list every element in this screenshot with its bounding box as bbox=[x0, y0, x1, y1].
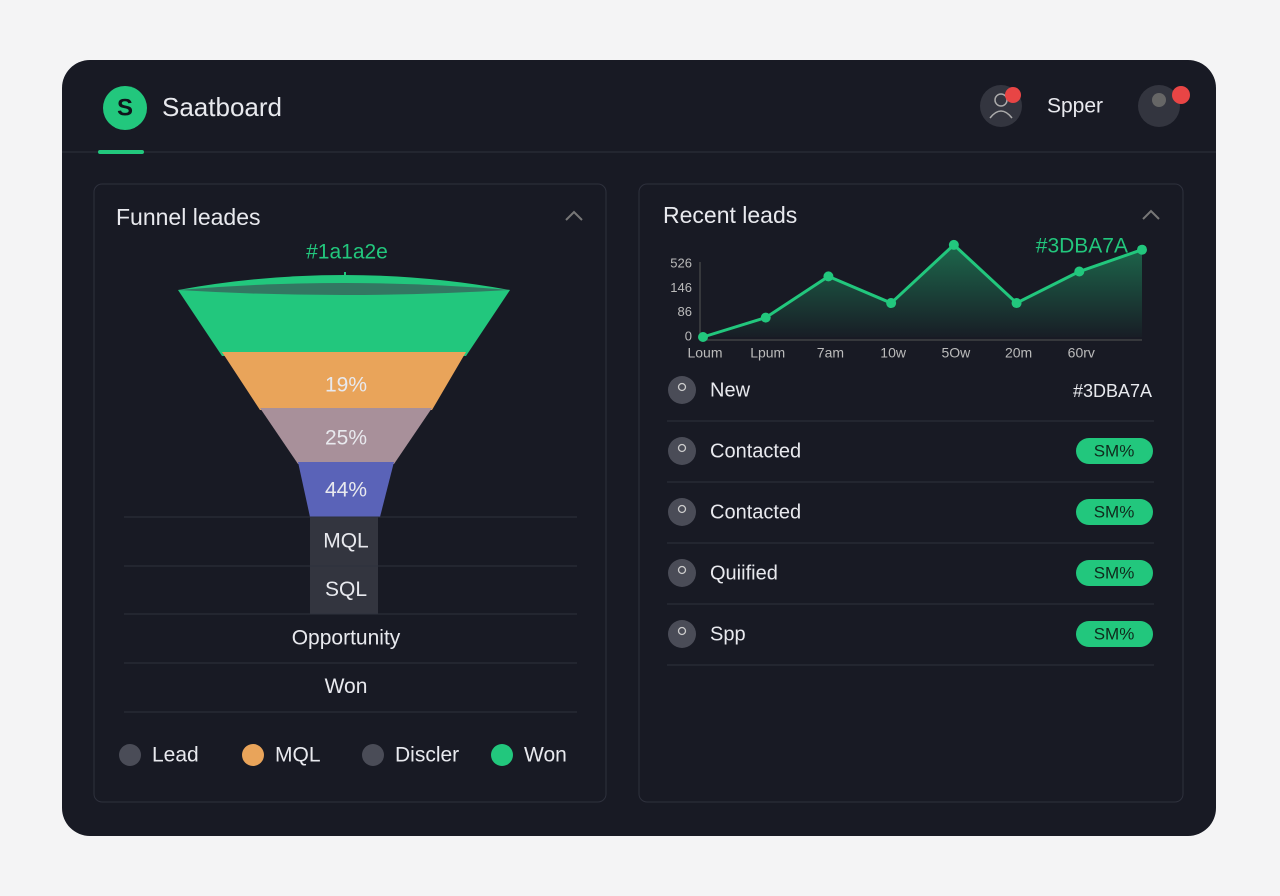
y-tick-label: 146 bbox=[670, 280, 692, 295]
legend-label: Won bbox=[524, 744, 567, 767]
stage-label: MQL bbox=[323, 530, 369, 553]
x-tick-label: Loum bbox=[687, 345, 722, 361]
point bbox=[698, 332, 708, 342]
stage-label: SQL bbox=[325, 578, 367, 601]
x-tick-label: 7am bbox=[817, 345, 844, 361]
y-tick-label: 86 bbox=[678, 304, 692, 319]
x-tick-label: 5Ow bbox=[941, 345, 971, 361]
point bbox=[886, 298, 897, 309]
tab-indicator bbox=[98, 150, 144, 154]
funnel-segment bbox=[178, 275, 510, 356]
lead-name[interactable]: Spp bbox=[710, 623, 746, 645]
funnel-segment bbox=[298, 462, 394, 517]
segment-label: 44% bbox=[325, 479, 367, 502]
legend-dot bbox=[119, 744, 141, 766]
lead-name[interactable]: Contacted bbox=[710, 501, 801, 523]
panel-title: Funnel leades bbox=[116, 204, 261, 230]
funnel-segment bbox=[260, 408, 432, 464]
legend-label: Discler bbox=[395, 744, 459, 767]
status-pill bbox=[1076, 621, 1153, 647]
lead-status: SM% bbox=[1094, 441, 1135, 460]
x-tick-label: 10w bbox=[880, 345, 907, 361]
lead-name[interactable]: Contacted bbox=[710, 440, 801, 462]
lead-status: SM% bbox=[1094, 624, 1135, 643]
lead-avatar-icon bbox=[677, 504, 687, 514]
collapse[interactable] bbox=[565, 210, 583, 221]
point bbox=[1011, 298, 1022, 309]
point bbox=[760, 312, 771, 323]
segment-label: 25% bbox=[325, 427, 367, 450]
leads-panel bbox=[638, 183, 1184, 803]
point bbox=[823, 271, 834, 282]
legend-dot bbox=[491, 744, 513, 766]
line-area bbox=[703, 244, 1142, 337]
x-tick-label: Lpum bbox=[750, 345, 785, 361]
lead-avatar-icon bbox=[677, 626, 687, 636]
point bbox=[1137, 244, 1147, 255]
collapse[interactable] bbox=[1142, 209, 1160, 220]
badge bbox=[1005, 87, 1021, 103]
x-tick-label: 60rv bbox=[1068, 345, 1095, 361]
avatar-icon bbox=[1152, 93, 1166, 107]
logo bbox=[103, 86, 147, 130]
status-pill bbox=[1076, 499, 1153, 525]
funnel-segment bbox=[222, 352, 466, 410]
badge bbox=[1172, 86, 1190, 104]
x-tick-label: 20m bbox=[1005, 345, 1032, 361]
status-pill bbox=[1076, 560, 1153, 586]
panel-title: Recent leads bbox=[663, 202, 797, 228]
brand-title: Saatboard bbox=[162, 92, 282, 122]
point bbox=[1074, 266, 1085, 277]
annotation: #3DBA7A bbox=[1036, 235, 1128, 258]
legend-label: MQL bbox=[275, 744, 321, 767]
stage-label: Won bbox=[325, 675, 368, 698]
lead-avatar-icon bbox=[677, 565, 687, 575]
legend-dot bbox=[362, 744, 384, 766]
lead-name[interactable]: New bbox=[710, 379, 751, 401]
user-name[interactable]: Spper bbox=[1047, 95, 1103, 118]
lead-status: #3DBA7A bbox=[1073, 381, 1152, 401]
annotation: #1a1a2e bbox=[306, 241, 388, 264]
segment-label: 19% bbox=[325, 374, 367, 397]
lead-avatar-icon bbox=[677, 443, 687, 453]
status-pill bbox=[1076, 438, 1153, 464]
lead-avatar-icon bbox=[677, 382, 687, 392]
y-tick-label: 526 bbox=[670, 256, 692, 271]
stage-label: Opportunity bbox=[292, 627, 401, 650]
logo-letter: S bbox=[117, 94, 133, 121]
legend-dot bbox=[242, 744, 264, 766]
lead-name[interactable]: Quiified bbox=[710, 562, 778, 584]
lead-status: SM% bbox=[1094, 563, 1135, 582]
lead-status: SM% bbox=[1094, 502, 1135, 521]
y-tick-label: 0 bbox=[685, 328, 692, 343]
point bbox=[948, 239, 959, 250]
line bbox=[702, 243, 1143, 339]
avatar-icon bbox=[989, 110, 1013, 119]
funnel-top bbox=[178, 283, 510, 295]
legend-label: Lead bbox=[152, 744, 199, 767]
